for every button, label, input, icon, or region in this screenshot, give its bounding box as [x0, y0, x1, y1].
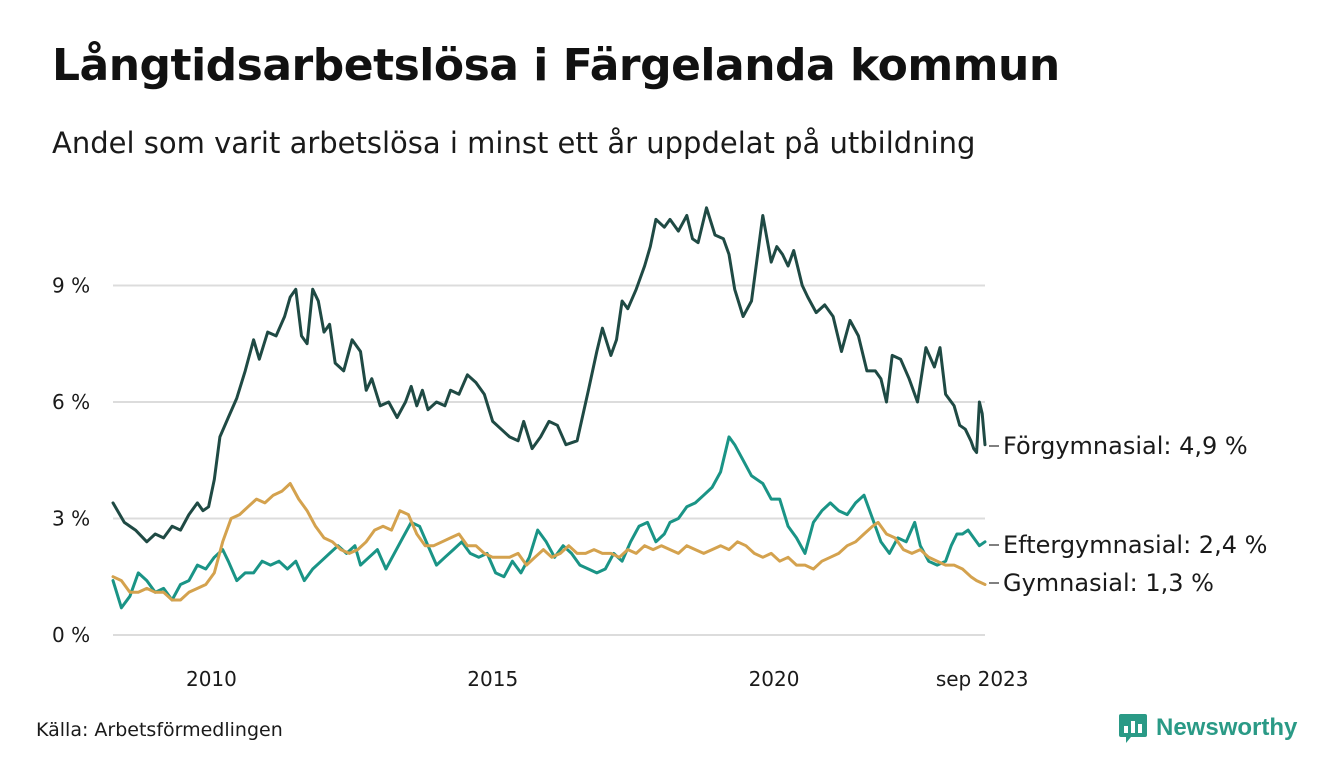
end-label-forgymnasial: Förgymnasial: 4,9 % — [1003, 432, 1248, 460]
x-axis: 2010 2015 2020 sep 2023 — [186, 667, 1029, 691]
line-chart: 0 % 3 % 6 % 9 % 2010 2015 2020 sep 2023 Förgym… — [52, 206, 1267, 691]
series-line-eftergymnasial — [111, 435, 987, 610]
end-label-gymnasial: Gymnasial: 1,3 % — [1003, 569, 1214, 597]
series-lines — [111, 206, 987, 610]
y-tick-label: 9 % — [52, 273, 90, 297]
brand-logo[interactable]: Newsworthy — [1118, 712, 1297, 744]
end-labels: Förgymnasial: 4,9 % Eftergymnasial: 2,4 %… — [989, 432, 1267, 597]
newsworthy-logo-icon — [1119, 714, 1147, 743]
y-tick-label: 0 % — [52, 623, 90, 647]
chart-title: Långtidsarbetslösa i Färgelanda kommun — [52, 40, 1060, 91]
y-axis: 0 % 3 % 6 % 9 % — [52, 273, 90, 647]
x-tick-label: 2010 — [186, 667, 237, 691]
y-tick-label: 6 % — [52, 390, 90, 414]
end-label-eftergymnasial: Eftergymnasial: 2,4 % — [1003, 531, 1267, 559]
x-tick-label: 2020 — [749, 667, 800, 691]
brand-name: Newsworthy — [1156, 714, 1298, 741]
chart-subtitle: Andel som varit arbetslösa i minst ett å… — [52, 126, 976, 160]
series-line-gymnasial — [111, 482, 987, 602]
x-tick-label: 2015 — [467, 667, 518, 691]
y-tick-label: 3 % — [52, 506, 90, 530]
series-line-forgymnasial — [111, 206, 987, 544]
x-tick-label: sep 2023 — [936, 667, 1029, 691]
gridlines — [113, 284, 985, 636]
source-note: Källa: Arbetsförmedlingen — [36, 719, 283, 741]
